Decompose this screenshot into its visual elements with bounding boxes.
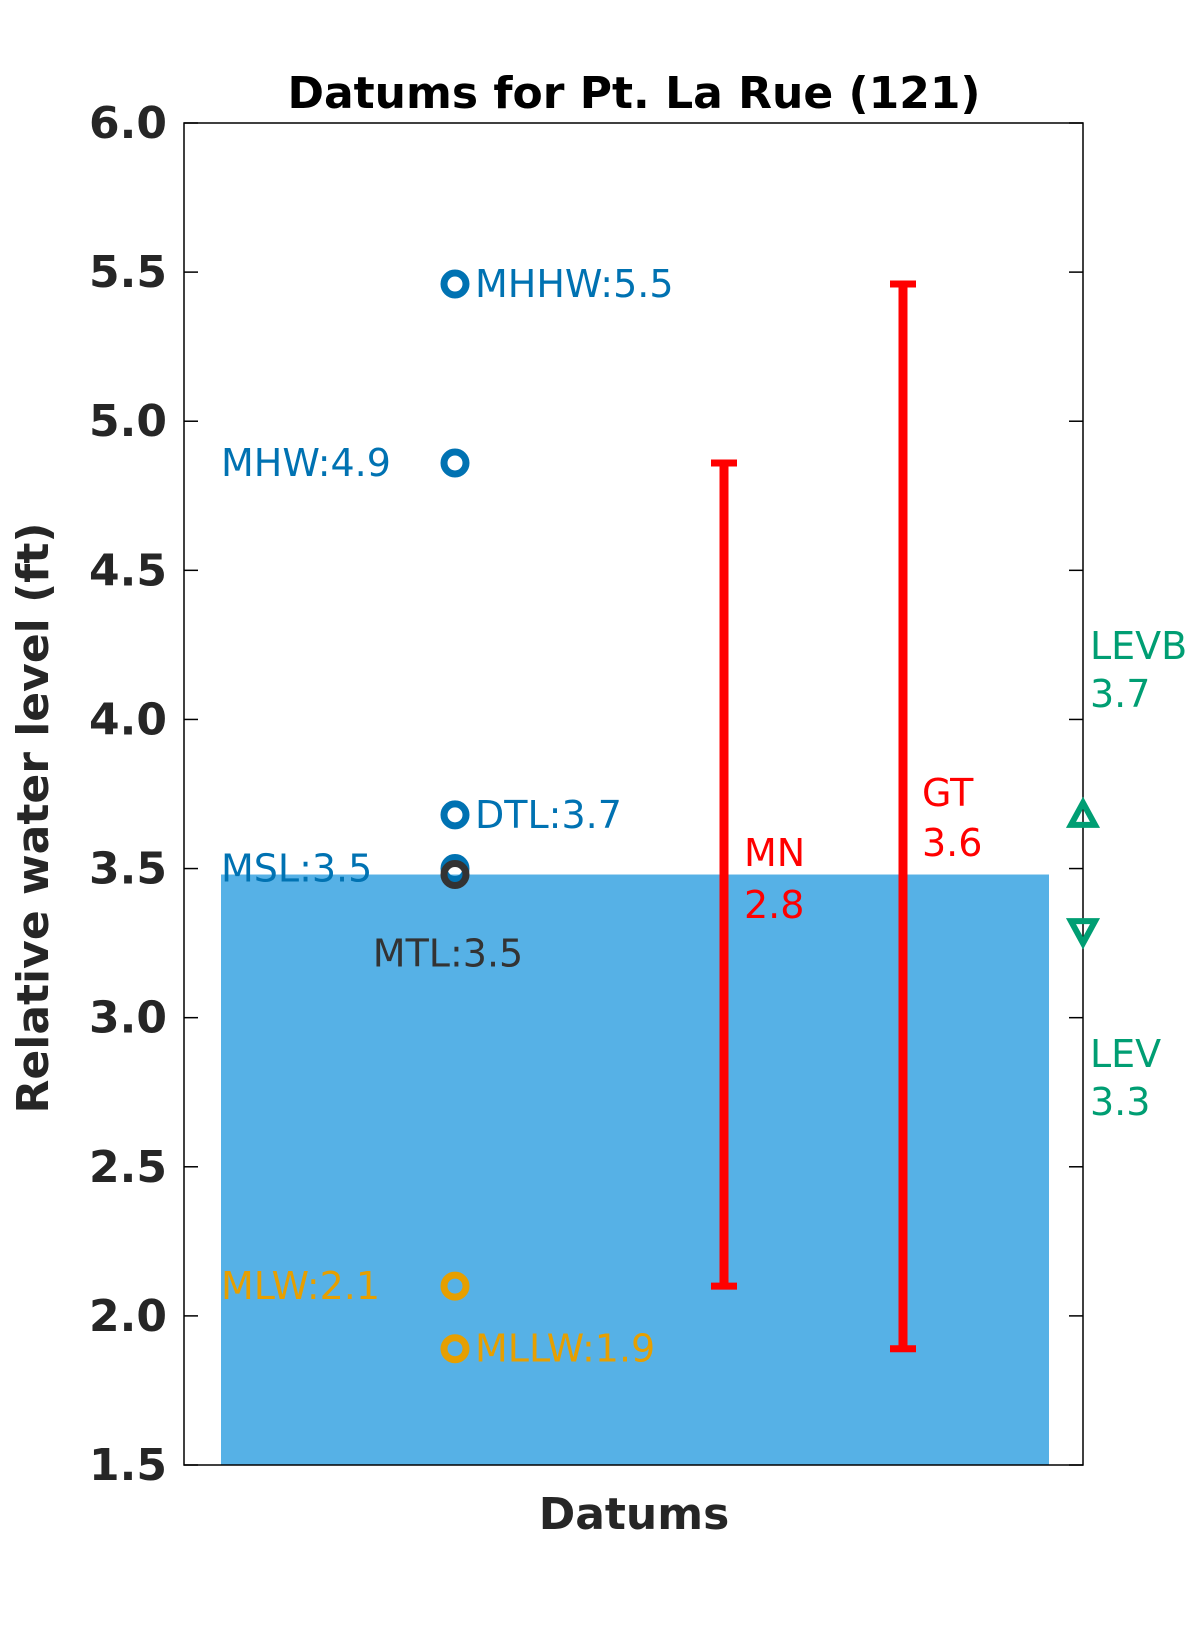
y-tick-label: 6.0: [89, 98, 167, 149]
levee-name-lev: LEV: [1090, 1032, 1161, 1076]
datum-label-mhw: MHW:4.9: [221, 441, 391, 485]
datum-label-mtl: MTL:3.5: [373, 932, 523, 976]
y-tick-label: 1.5: [89, 1440, 167, 1491]
datum-marker-mllw: [440, 1334, 470, 1364]
levee-marker-lev: [1065, 918, 1101, 950]
datum-label-mllw: MLLW:1.9: [475, 1327, 655, 1371]
levee-name-levb: LEVB: [1090, 624, 1187, 668]
plot-frame: [183, 122, 1084, 1466]
range-value-gt: 3.6: [922, 821, 982, 865]
y-tick-label: 4.0: [89, 694, 167, 745]
datum-marker-mlw: [440, 1271, 470, 1301]
datum-marker-dtl: [440, 800, 470, 830]
datum-label-dtl: DTL:3.7: [475, 793, 622, 837]
range-name-gt: GT: [922, 771, 974, 815]
y-tick-label: 2.5: [89, 1142, 167, 1193]
levee-value-levb: 3.7: [1090, 672, 1150, 716]
y-tick-label: 3.0: [89, 993, 167, 1044]
datum-label-mlw: MLW:2.1: [221, 1264, 380, 1308]
range-value-mn: 2.8: [744, 883, 804, 927]
datum-marker-mhhw: [440, 269, 470, 299]
datum-marker-mtl: [440, 860, 470, 890]
datum-marker-mhw: [440, 448, 470, 478]
levee-value-lev: 3.3: [1090, 1080, 1150, 1124]
y-tick-label: 5.0: [89, 396, 167, 447]
datum-label-mhhw: MHHW:5.5: [475, 262, 674, 306]
y-axis-label: Relative water level (ft): [8, 523, 59, 1114]
y-tick-label: 5.5: [89, 247, 167, 298]
datum-label-msl: MSL:3.5: [221, 847, 372, 891]
y-tick-label: 4.5: [89, 545, 167, 596]
water-level-fill: [221, 874, 1049, 1465]
x-axis-label: Datums: [539, 1489, 730, 1540]
range-name-mn: MN: [744, 831, 805, 875]
y-tick-label: 2.0: [89, 1291, 167, 1342]
y-tick-label: 3.5: [89, 844, 167, 895]
levee-marker-levb: [1065, 796, 1101, 828]
chart-title: Datums for Pt. La Rue (121): [287, 68, 980, 119]
